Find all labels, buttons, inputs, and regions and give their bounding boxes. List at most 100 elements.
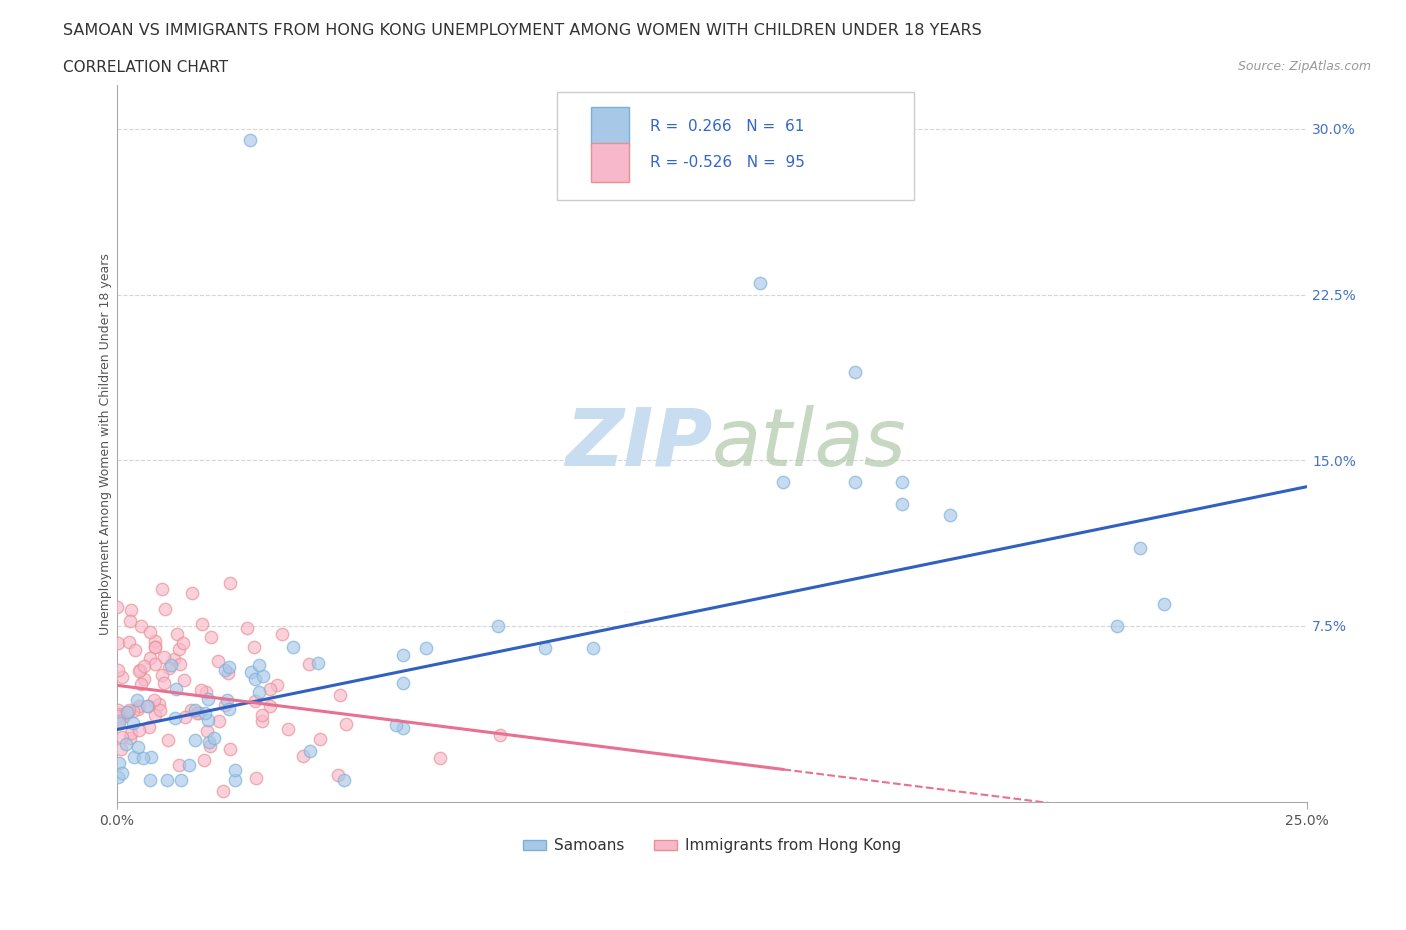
Point	[384, 717, 406, 732]
Point	[183, 733, 205, 748]
Point	[165, 682, 187, 697]
Point	[534, 641, 557, 656]
Point	[132, 658, 155, 673]
Point	[143, 639, 166, 654]
Point	[149, 703, 172, 718]
Point	[110, 765, 132, 780]
Point	[190, 683, 212, 698]
Point	[224, 763, 246, 777]
Point	[297, 656, 319, 671]
Point	[143, 640, 166, 655]
Point	[307, 656, 329, 671]
Point	[218, 576, 240, 591]
Point	[939, 508, 962, 523]
Point	[157, 732, 180, 747]
Point	[131, 676, 153, 691]
Point	[214, 663, 236, 678]
Point	[163, 711, 186, 725]
Point	[111, 729, 134, 744]
Point	[224, 773, 246, 788]
Point	[250, 708, 273, 723]
Point	[138, 773, 160, 788]
Point	[252, 669, 274, 684]
Point	[329, 687, 352, 702]
Point	[1153, 596, 1175, 611]
Point	[169, 657, 191, 671]
Point	[131, 751, 153, 765]
Point	[270, 626, 292, 641]
Point	[143, 633, 166, 648]
Point	[194, 706, 217, 721]
Point	[891, 497, 914, 512]
Point	[172, 635, 194, 650]
Point	[391, 720, 413, 735]
Point	[582, 641, 605, 656]
FancyBboxPatch shape	[557, 92, 914, 200]
Point	[183, 702, 205, 717]
Point	[195, 724, 218, 738]
Point	[239, 132, 262, 147]
Point	[170, 773, 193, 788]
Point	[155, 772, 177, 787]
Point	[259, 682, 281, 697]
Point	[208, 714, 231, 729]
Point	[190, 617, 212, 631]
Point	[108, 715, 131, 730]
Text: R =  0.266   N =  61: R = 0.266 N = 61	[650, 119, 804, 134]
Point	[117, 702, 139, 717]
Point	[138, 719, 160, 734]
Point	[127, 739, 149, 754]
Point	[105, 600, 128, 615]
Y-axis label: Unemployment Among Women with Children Under 18 years: Unemployment Among Women with Children U…	[100, 253, 112, 634]
Point	[107, 709, 129, 724]
Point	[243, 640, 266, 655]
Point	[111, 708, 134, 723]
Point	[247, 658, 270, 673]
Text: R = -0.526   N =  95: R = -0.526 N = 95	[650, 154, 806, 170]
Point	[335, 716, 357, 731]
Point	[772, 475, 794, 490]
Point	[212, 784, 235, 799]
Point	[333, 773, 356, 788]
Point	[200, 630, 222, 644]
Point	[187, 705, 209, 720]
Point	[129, 618, 152, 633]
Point	[173, 672, 195, 687]
Text: CORRELATION CHART: CORRELATION CHART	[63, 60, 228, 75]
Point	[207, 653, 229, 668]
Point	[150, 668, 173, 683]
Point	[1105, 618, 1128, 633]
Point	[139, 650, 162, 665]
Point	[117, 705, 139, 720]
Point	[157, 660, 180, 675]
Text: atlas: atlas	[711, 405, 907, 483]
Point	[277, 722, 299, 737]
Point	[259, 698, 281, 713]
Point	[118, 614, 141, 629]
Point	[107, 662, 129, 677]
Point	[283, 640, 305, 655]
Point	[129, 662, 152, 677]
Point	[844, 365, 866, 379]
Point	[391, 675, 413, 690]
Point	[218, 701, 240, 716]
Point	[108, 711, 131, 726]
Point	[197, 692, 219, 707]
Point	[193, 752, 215, 767]
Point	[127, 702, 149, 717]
Point	[891, 475, 914, 490]
Point	[243, 694, 266, 709]
Point	[139, 750, 162, 764]
Point	[167, 757, 190, 772]
Point	[299, 744, 322, 759]
Point	[214, 698, 236, 712]
Point	[128, 698, 150, 713]
Point	[180, 702, 202, 717]
FancyBboxPatch shape	[591, 142, 628, 182]
Point	[115, 705, 138, 720]
Point	[219, 742, 242, 757]
Point	[107, 635, 129, 650]
Text: Source: ZipAtlas.com: Source: ZipAtlas.com	[1237, 60, 1371, 73]
Point	[250, 713, 273, 728]
Point	[200, 738, 222, 753]
